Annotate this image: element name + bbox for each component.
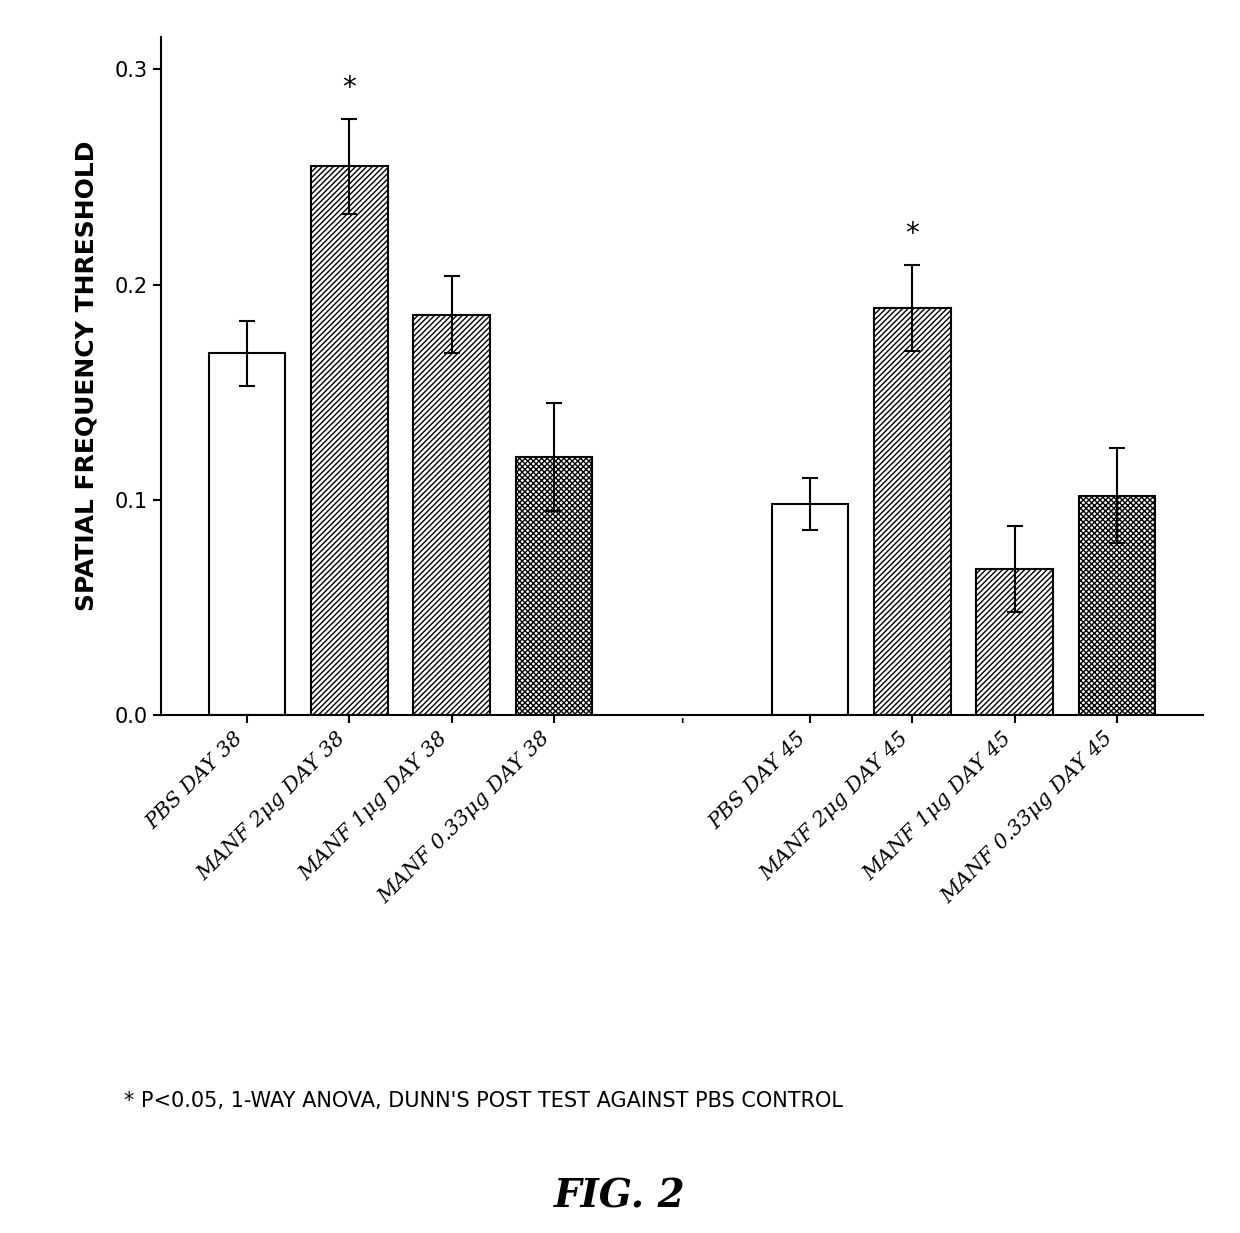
Text: FIG. 2: FIG. 2 — [554, 1178, 686, 1216]
Bar — [1079, 496, 1156, 715]
Text: *: * — [342, 74, 356, 101]
Bar — [208, 354, 285, 715]
Text: * P<0.05, 1-WAY ANOVA, DUNN'S POST TEST AGAINST PBS CONTROL: * P<0.05, 1-WAY ANOVA, DUNN'S POST TEST … — [124, 1091, 843, 1111]
Bar — [874, 308, 951, 715]
Bar — [516, 456, 593, 715]
Text: *: * — [905, 219, 919, 248]
Bar — [771, 504, 848, 715]
Bar — [976, 568, 1053, 715]
Bar — [413, 314, 490, 715]
Text: ': ' — [680, 718, 684, 736]
Y-axis label: SPATIAL FREQUENCY THRESHOLD: SPATIAL FREQUENCY THRESHOLD — [74, 141, 98, 612]
Bar — [311, 166, 388, 715]
